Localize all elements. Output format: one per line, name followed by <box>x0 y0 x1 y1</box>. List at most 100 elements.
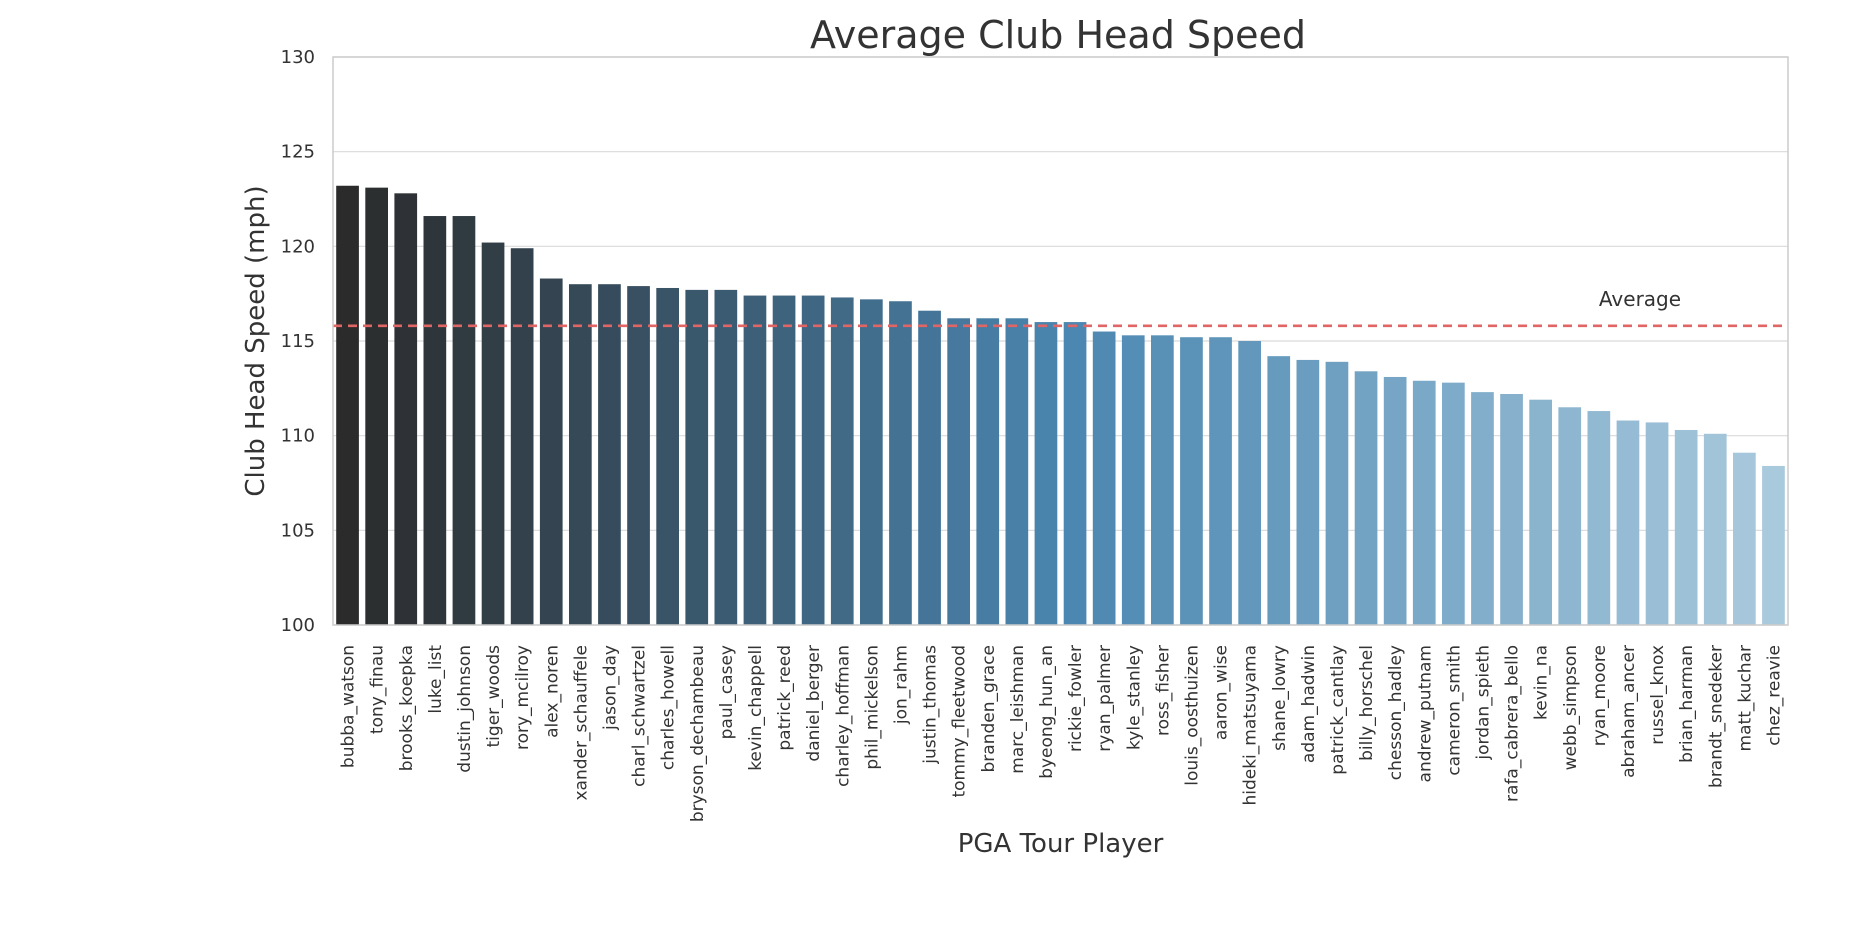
average-annotation: Average <box>1599 287 1681 311</box>
x-tick-label: branden_grace <box>979 645 999 773</box>
x-axis-label: PGA Tour Player <box>958 829 1164 859</box>
x-tick-label: xander_schauffele <box>571 645 591 801</box>
bar-charley_hoffman <box>830 297 854 625</box>
x-tick-label: matt_kuchar <box>1735 645 1755 751</box>
bar-aaron_wise <box>1209 337 1232 625</box>
bar-kevin_chappell <box>743 295 767 625</box>
bar-tiger_woods <box>481 242 505 625</box>
x-tick-label: rickie_fowler <box>1066 645 1086 752</box>
bar-xander_schauffele <box>569 284 592 625</box>
x-tick-label: brooks_koepka <box>397 645 417 771</box>
y-tick-label: 110 <box>281 426 315 447</box>
bar-rickie_fowler <box>1063 322 1087 625</box>
x-tick-label: charl_schwartzel <box>630 645 650 787</box>
x-tick-label: kyle_stanley <box>1124 645 1144 750</box>
x-tick-label: andrew_putnam <box>1415 645 1435 782</box>
bar-hideki_matsuyama <box>1238 341 1261 625</box>
bar-shane_lowry <box>1267 356 1291 625</box>
x-tick-label: byeong_hun_an <box>1037 645 1057 779</box>
x-tick-label: billy_horschel <box>1357 645 1377 761</box>
bar-matt_kuchar <box>1733 452 1756 625</box>
bar-jon_rahm <box>889 301 912 625</box>
x-tick-label: paul_casey <box>717 645 737 739</box>
y-axis-ticks: 100 105 110 115 120 125 130 <box>281 47 315 636</box>
bar-brooks_koepka <box>394 193 418 625</box>
bar-cameron_smith <box>1442 382 1465 625</box>
bar-andrew_putnam <box>1412 380 1436 625</box>
bar-ryan_moore <box>1587 411 1611 625</box>
x-tick-label: aaron_wise <box>1212 645 1232 740</box>
x-tick-label: jon_rahm <box>891 645 911 725</box>
bar-rafa_cabrera_bello <box>1500 394 1523 625</box>
bar-charl_schwartzel <box>627 286 650 625</box>
x-tick-label: ryan_palmer <box>1095 645 1115 752</box>
bar-luke_list <box>423 216 447 626</box>
bar-jason_day <box>598 284 621 625</box>
x-tick-label: kevin_na <box>1532 645 1552 720</box>
bar-patrick_cantlay <box>1325 361 1349 625</box>
x-tick-label: charles_howell <box>659 645 679 770</box>
x-tick-label: charley_hoffman <box>833 645 853 787</box>
bar-ross_fisher <box>1151 335 1174 625</box>
x-tick-label: daniel_berger <box>804 645 824 762</box>
bar-billy_horschel <box>1354 371 1378 625</box>
bar-rory_mcilroy <box>510 248 534 625</box>
bar-bryson_dechambeau <box>685 289 709 625</box>
plot-frame <box>332 56 1789 626</box>
x-tick-label: rory_mcilroy <box>513 645 533 750</box>
x-tick-label: marc_leishman <box>1008 645 1028 774</box>
bar-branden_grace <box>976 318 1000 625</box>
bar-abraham_ancer <box>1616 420 1640 625</box>
x-tick-label: adam_hadwin <box>1299 645 1319 763</box>
x-tick-label: tony_finau <box>368 645 388 734</box>
x-tick-label: shane_lowry <box>1270 645 1290 751</box>
bar-patrick_reed <box>772 295 796 625</box>
y-tick-label: 100 <box>281 615 315 636</box>
x-tick-label: hideki_matsuyama <box>1241 645 1261 806</box>
bar-webb_simpson <box>1558 407 1582 625</box>
x-tick-label: rafa_cabrera_bello <box>1503 645 1523 802</box>
x-tick-label: tiger_woods <box>484 645 504 748</box>
bar-ryan_palmer <box>1092 331 1116 625</box>
x-tick-label: chez_reavie <box>1764 645 1784 746</box>
x-tick-label: cameron_smith <box>1444 645 1464 776</box>
bar-paul_casey <box>714 289 738 625</box>
x-tick-label: patrick_reed <box>775 645 795 751</box>
x-tick-label: alex_noren <box>542 645 562 738</box>
x-tick-label: jason_day <box>600 645 620 731</box>
x-tick-label: chesson_hadley <box>1386 645 1406 780</box>
bar-kyle_stanley <box>1121 335 1145 625</box>
bar-louis_oosthuizen <box>1180 337 1203 625</box>
y-tick-label: 105 <box>281 520 315 541</box>
x-tick-label: russel_knox <box>1648 645 1668 745</box>
bar-dustin_johnson <box>452 216 476 626</box>
bar-alex_noren <box>539 278 563 625</box>
x-tick-label: patrick_cantlay <box>1328 645 1348 775</box>
y-tick-label: 130 <box>281 47 315 68</box>
y-tick-label: 115 <box>281 331 315 352</box>
bar-brian_harman <box>1674 429 1698 625</box>
bar-tommy_fleetwood <box>947 318 970 625</box>
x-tick-label: tommy_fleetwood <box>950 645 970 798</box>
x-tick-label: ross_fisher <box>1153 645 1173 736</box>
bar-kevin_na <box>1529 399 1552 625</box>
bar-phil_mickelson <box>860 299 883 625</box>
bar-chesson_hadley <box>1383 376 1407 625</box>
chart-title: Average Club Head Speed <box>810 13 1306 57</box>
average-line-group: Average <box>333 287 1788 328</box>
x-tick-label: bubba_watson <box>339 645 359 768</box>
x-tick-label: luke_list <box>426 645 446 714</box>
x-tick-label: brandt_snedeker <box>1706 645 1726 788</box>
bar-chez_reavie <box>1762 465 1785 625</box>
bar-charles_howell <box>656 287 679 625</box>
bar-byeong_hun_an <box>1034 322 1058 625</box>
bar-tony_finau <box>365 187 388 625</box>
bar-adam_hadwin <box>1296 359 1320 625</box>
x-tick-label: kevin_chappell <box>746 645 766 771</box>
x-tick-label: abraham_ancer <box>1619 645 1639 778</box>
x-tick-label: webb_simpson <box>1561 645 1581 770</box>
y-tick-label: 120 <box>281 236 315 257</box>
bars <box>336 185 1785 626</box>
bar-bubba_watson <box>336 185 359 625</box>
